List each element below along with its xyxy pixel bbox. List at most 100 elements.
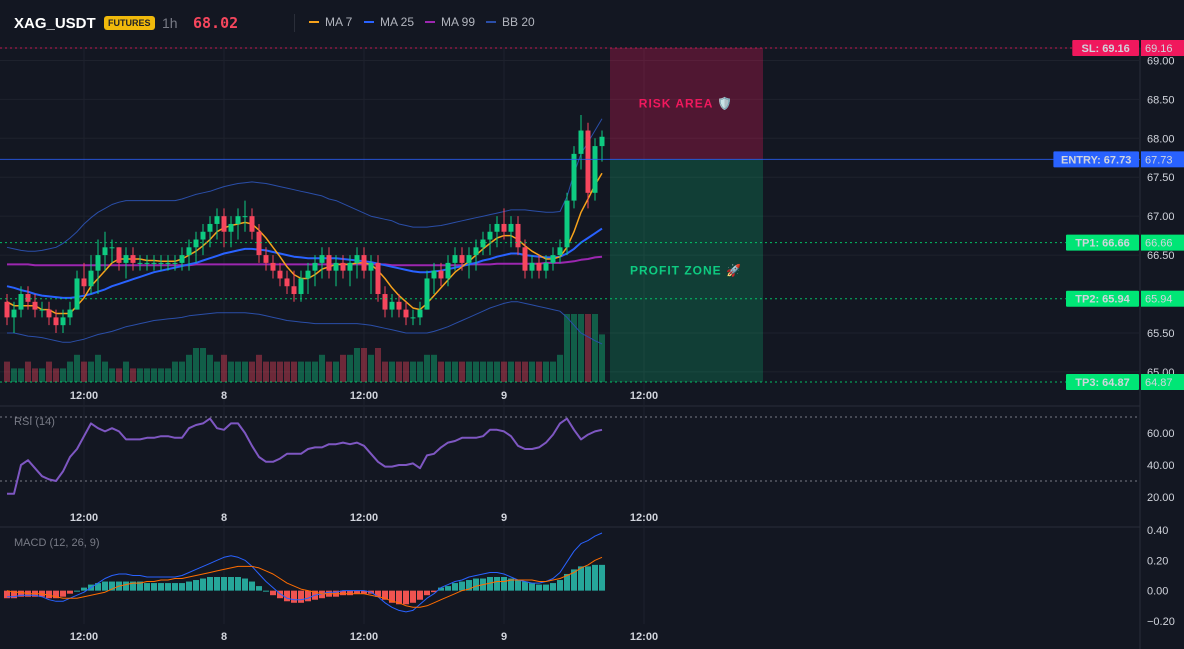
volume-bar (95, 354, 101, 382)
macd-histogram-bar (256, 586, 262, 591)
candle-body (326, 255, 332, 271)
macd-histogram-bar (200, 578, 206, 591)
candle-body (284, 278, 290, 287)
candle-body (88, 270, 94, 287)
legend-ma25[interactable]: MA 25 (364, 15, 414, 29)
volume-bar (543, 361, 549, 382)
candle-body (368, 262, 374, 271)
legend-ma99-label: MA 99 (441, 15, 476, 29)
rsi-time-label: 8 (221, 512, 227, 524)
candle-body (543, 262, 549, 271)
volume-bar (60, 368, 66, 382)
volume-bar (585, 314, 591, 382)
level-price-label: 69.16 (1145, 43, 1173, 55)
volume-bar (536, 361, 542, 382)
candle-body (130, 255, 136, 263)
level-price-tag (1141, 290, 1184, 307)
macd-histogram-bar (340, 590, 346, 596)
macd-histogram-bar (557, 580, 563, 591)
volume-bar (340, 354, 346, 382)
symbol-name[interactable]: XAG_USDT (14, 15, 96, 32)
volume-bar (179, 361, 185, 382)
legend-bb20[interactable]: BB 20 (486, 15, 535, 29)
candle-body (102, 247, 108, 256)
volume-bar (284, 361, 290, 382)
candle-body (242, 216, 248, 218)
macd-histogram-bar (354, 590, 360, 594)
legend-ma99[interactable]: MA 99 (425, 15, 475, 29)
macd-histogram-bar (67, 590, 73, 594)
volume-bar (235, 361, 241, 382)
bb-upper-line (6, 118, 603, 252)
signal-line (6, 556, 603, 608)
macd-histogram-bar (235, 577, 241, 591)
candle-body (452, 255, 458, 263)
candle-body (144, 262, 150, 264)
macd-histogram-bar (18, 590, 24, 597)
volume-bar (438, 361, 444, 382)
candle-body (263, 255, 269, 263)
candle-body (123, 255, 129, 263)
macd-histogram-bar (263, 590, 269, 592)
volume-bar (151, 368, 157, 382)
macd-histogram-bar (459, 581, 465, 591)
candle-body (466, 255, 472, 263)
candle-body (557, 247, 563, 256)
volume-bar (200, 348, 206, 382)
volume-bar (158, 368, 164, 382)
candle-body (291, 286, 297, 295)
candle-body (564, 200, 570, 248)
macd-histogram-bar (53, 590, 59, 599)
volume-bar (165, 368, 171, 382)
candle-body (536, 262, 542, 271)
volume-bar (277, 361, 283, 382)
macd-histogram-bar (249, 581, 255, 591)
price-tick-label: 69.00 (1147, 55, 1175, 67)
legend-ma25-label: MA 25 (380, 15, 415, 29)
volume-bar (256, 354, 262, 382)
volume-bar (312, 361, 318, 382)
price-tick-label: 67.50 (1147, 172, 1175, 184)
volume-bar (319, 354, 325, 382)
candle-body (18, 294, 24, 310)
candle-body (389, 301, 395, 310)
macd-histogram-bar (536, 584, 542, 591)
candle-body (375, 262, 381, 295)
level-price-tag (1141, 40, 1184, 56)
volume-bar (25, 361, 31, 382)
macd-histogram-bar (4, 590, 10, 599)
volume-bar (473, 361, 479, 382)
candle-body (410, 317, 416, 319)
candle-body (4, 301, 10, 318)
macd-line (7, 532, 603, 613)
candle-body (347, 262, 353, 271)
candle-body (473, 247, 479, 256)
level-price-label: 66.66 (1145, 238, 1173, 250)
macd-histogram-bar (473, 578, 479, 591)
candle-body (522, 247, 528, 271)
legend-ma7[interactable]: MA 7 (309, 15, 352, 29)
volume-bar (529, 361, 535, 382)
candle-body (249, 216, 255, 232)
volume-bar (445, 361, 451, 382)
bb-lower-line (7, 301, 603, 345)
timeframe-selector[interactable]: 1h (162, 15, 178, 31)
candle-body (354, 255, 360, 263)
candle-body (67, 309, 73, 318)
level-price-tag (1141, 151, 1184, 168)
macd-tick-label: 0.40 (1147, 525, 1168, 537)
macd-histogram-bar (452, 583, 458, 591)
rsi-line (7, 417, 603, 495)
volume-bar (53, 368, 59, 382)
volume-bar (354, 348, 360, 382)
candle-body (151, 262, 157, 264)
volume-bar (270, 361, 276, 382)
volume-bar (193, 348, 199, 382)
level-tag-label: TP3: 64.87 (1075, 377, 1129, 389)
volume-bar (326, 361, 332, 382)
candle-body (592, 146, 598, 193)
volume-bar (137, 368, 143, 382)
volume-bar (480, 361, 486, 382)
macd-histogram-bar (375, 590, 381, 597)
